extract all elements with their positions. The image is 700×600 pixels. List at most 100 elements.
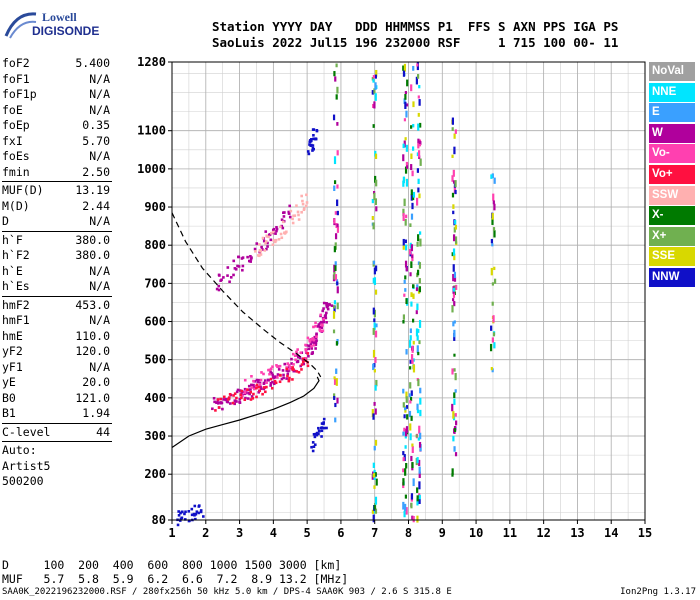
echo-point — [287, 367, 291, 371]
echo-point — [184, 510, 187, 514]
param-row: C-level 44 — [2, 425, 112, 441]
param-key: C-level — [2, 424, 51, 439]
noise-speck — [410, 502, 413, 509]
noise-speck — [419, 387, 422, 394]
noise-speck — [404, 91, 407, 95]
echo-point — [177, 510, 180, 513]
noise-speck — [410, 125, 413, 129]
echo-point — [322, 426, 326, 430]
noise-speck — [412, 284, 415, 288]
echo-point — [281, 220, 285, 224]
param-key: h`E — [2, 263, 23, 278]
param-key: foEp — [2, 118, 30, 132]
x-tick-label: 8 — [405, 526, 412, 540]
noise-speck — [405, 463, 408, 469]
noise-speck — [336, 199, 339, 207]
noise-speck — [409, 423, 412, 431]
echo-point — [310, 347, 314, 350]
echo-point — [217, 406, 221, 409]
echo-point — [314, 321, 317, 325]
legend-item-noval: NoVal — [649, 62, 695, 81]
echo-point — [257, 390, 261, 394]
param-row: MUF(D) 13.19 — [2, 183, 112, 199]
echo-point — [308, 339, 311, 342]
echo-point — [258, 389, 262, 392]
echo-point — [273, 375, 277, 378]
echo-point — [255, 378, 259, 382]
noise-speck — [453, 329, 456, 338]
echo-point — [286, 372, 290, 376]
echo-point — [318, 322, 322, 325]
noise-speck — [404, 166, 408, 174]
muf-distance-row: D 100 200 400 600 800 1000 1500 3000 [km… — [2, 558, 342, 572]
x-tick-label: 1 — [168, 526, 175, 540]
noise-speck — [375, 478, 378, 486]
echo-point — [277, 238, 281, 241]
echo-point — [282, 215, 286, 218]
noise-speck — [409, 366, 412, 370]
noise-speck — [374, 472, 377, 477]
echo-point — [290, 357, 293, 361]
echo-point — [262, 239, 266, 243]
noise-speck — [408, 339, 412, 348]
noise-speck — [373, 101, 376, 109]
echo-point — [325, 303, 328, 307]
file-info-footer: SAA0K_2022196232000.RSF / 280fx256h 50 k… — [2, 587, 452, 597]
param-key: yF2 — [2, 344, 23, 358]
echo-point — [195, 510, 199, 514]
echo-point — [313, 435, 317, 439]
echo-point — [272, 382, 276, 386]
echo-point — [229, 402, 232, 405]
echo-point — [199, 509, 203, 512]
echo-point — [214, 409, 217, 412]
noise-speck — [492, 332, 496, 337]
echo-point — [257, 378, 261, 382]
noise-speck — [453, 398, 456, 405]
echo-point — [271, 230, 275, 234]
noise-speck — [416, 409, 420, 414]
noise-speck — [333, 376, 336, 380]
echo-point — [278, 364, 282, 368]
echo-point — [190, 513, 194, 517]
noise-speck — [374, 93, 377, 101]
noise-speck — [416, 498, 419, 506]
noise-speck — [404, 260, 408, 268]
echo-point — [285, 367, 289, 371]
echo-point — [254, 250, 257, 253]
noise-speck — [371, 216, 374, 221]
echo-point — [220, 278, 223, 282]
echo-point — [228, 280, 231, 284]
version-label: Ion2Png 1.3.17 — [620, 587, 696, 597]
noise-speck — [419, 409, 422, 417]
param-row: foF2 5.400 — [2, 56, 112, 72]
echo-point — [241, 268, 244, 272]
noise-speck — [372, 363, 375, 371]
x-tick-label: 4 — [270, 526, 277, 540]
echo-point — [250, 383, 253, 387]
echo-point — [232, 273, 235, 277]
param-value: N/A — [89, 263, 110, 278]
y-tick-label: 700 — [144, 276, 166, 290]
noise-speck — [491, 213, 494, 220]
echo-point — [316, 325, 320, 328]
echo-point — [262, 387, 266, 391]
echo-point — [180, 516, 184, 520]
noise-speck — [410, 153, 413, 159]
logo-digisonde: DIGISONDE — [32, 24, 100, 38]
noise-speck — [418, 278, 421, 284]
echo-point — [282, 376, 285, 380]
noise-speck — [490, 267, 493, 276]
noise-speck — [333, 185, 336, 192]
y-tick-label: 200 — [144, 467, 166, 481]
echo-point — [197, 511, 200, 515]
echo-point — [274, 232, 277, 235]
noise-speck — [493, 230, 496, 238]
noise-speck — [452, 274, 455, 282]
echo-point — [289, 209, 293, 213]
param-key: D — [2, 214, 9, 228]
noise-speck — [404, 101, 407, 109]
echo-point — [240, 257, 244, 260]
noise-speck — [374, 357, 377, 363]
noise-speck — [374, 175, 377, 183]
noise-speck — [416, 168, 419, 173]
